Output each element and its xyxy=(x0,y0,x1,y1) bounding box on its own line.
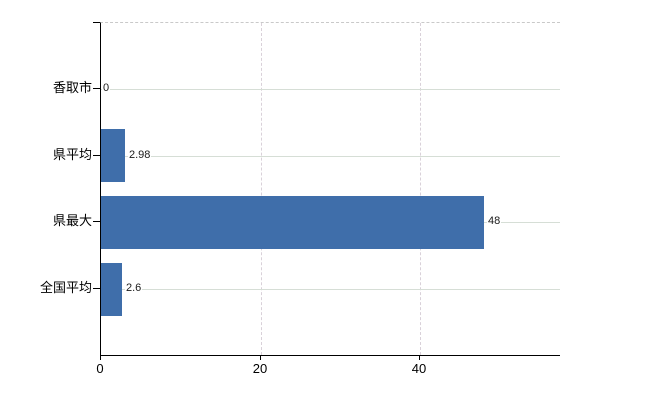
category-label: 全国平均 xyxy=(39,280,92,295)
x-tick-label: 20 xyxy=(252,361,268,376)
y-axis-tick xyxy=(93,155,100,156)
category-label: 県平均 xyxy=(52,147,92,162)
h-gridline xyxy=(101,156,560,157)
bar xyxy=(101,129,125,182)
x-tick-label: 40 xyxy=(411,361,427,376)
x-axis-tick xyxy=(100,355,101,360)
bar xyxy=(101,196,484,249)
value-label: 0 xyxy=(102,82,111,95)
bar xyxy=(101,263,122,316)
x-tick-label: 0 xyxy=(96,361,104,376)
value-label: 48 xyxy=(487,215,502,228)
plot-area: 0 2.98 48 2.6 xyxy=(100,22,560,356)
y-axis-tick xyxy=(93,288,100,289)
value-label: 2.6 xyxy=(125,282,143,295)
v-gridline xyxy=(420,23,421,355)
category-label: 県最大 xyxy=(52,213,92,228)
y-axis-tick xyxy=(93,221,100,222)
h-gridline xyxy=(101,289,560,290)
value-label: 2.98 xyxy=(128,149,152,162)
category-label: 香取市 xyxy=(52,80,92,95)
y-axis-tick xyxy=(93,22,100,23)
x-axis-tick xyxy=(260,355,261,360)
h-gridline xyxy=(101,89,560,90)
v-gridline xyxy=(261,23,262,355)
y-axis-tick xyxy=(93,88,100,89)
x-axis-tick xyxy=(419,355,420,360)
